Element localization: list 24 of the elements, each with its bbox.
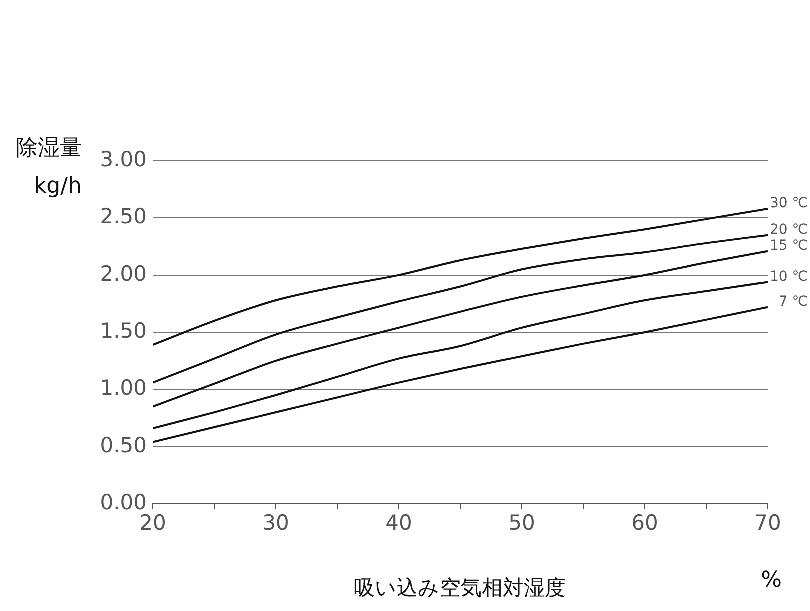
y-tick-label: 2.00 — [100, 262, 147, 286]
line-series — [153, 208, 768, 346]
x-tick-label: 40 — [386, 511, 412, 536]
series-label: 10 ℃ — [770, 268, 808, 285]
y-tick-label: 1.50 — [100, 318, 147, 343]
x-tick-label: 60 — [632, 511, 658, 536]
series-label: 7 ℃ — [778, 294, 808, 310]
x-tick-label: 70 — [754, 511, 782, 536]
line-series — [153, 250, 768, 408]
y-tick-label: 0.50 — [100, 433, 147, 458]
x-tick-label: 50 — [508, 511, 536, 536]
line-series — [153, 234, 768, 384]
y-tick-label: 2.50 — [100, 204, 147, 229]
y-tick-label: 1.00 — [100, 376, 147, 400]
y-tick-label: 3.00 — [100, 147, 147, 172]
x-tick-label: 30 — [262, 511, 290, 536]
text: % — [761, 568, 782, 593]
series-label: 30 ℃ — [770, 196, 808, 212]
line-series — [153, 281, 768, 430]
series-label: 15 ℃ — [770, 238, 808, 254]
series-label: 20 ℃ — [770, 222, 808, 238]
line-series — [153, 306, 768, 444]
x-axis-title: 吸い込み空気相対湿度 — [354, 576, 566, 600]
y-axis-title: 除湿量 kg/h — [15, 135, 82, 201]
